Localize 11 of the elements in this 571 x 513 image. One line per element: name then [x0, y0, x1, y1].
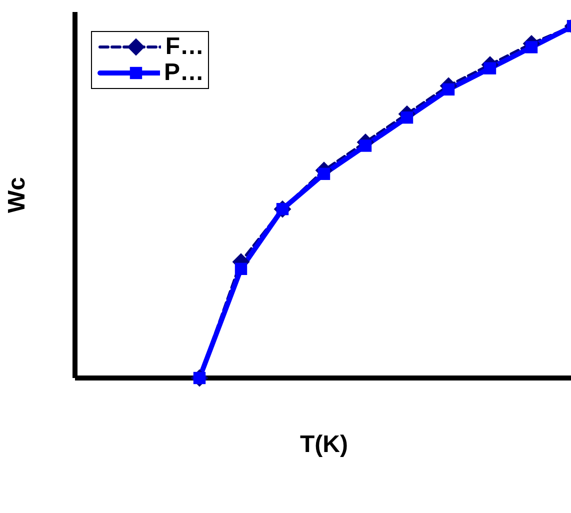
y-axis-title: Wc — [4, 177, 31, 213]
point — [234, 262, 248, 276]
legend-label: P… — [164, 59, 204, 87]
point — [400, 111, 414, 124]
point — [359, 140, 372, 152]
legend-label: F… — [165, 33, 204, 61]
point — [484, 62, 496, 74]
x-axis-title: T(K) — [300, 431, 348, 458]
point — [442, 83, 455, 96]
point — [525, 41, 538, 54]
point — [318, 168, 330, 180]
